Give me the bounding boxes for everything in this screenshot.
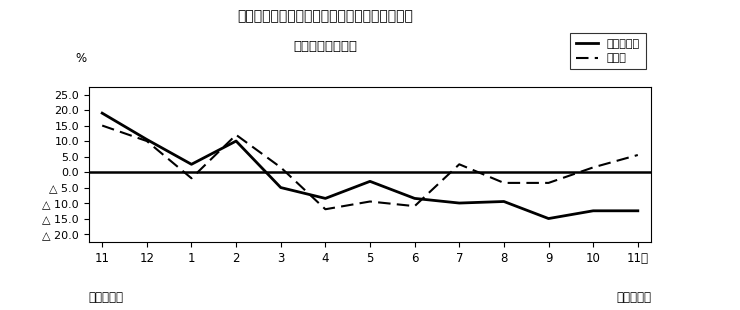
調査産業計 <box>455 201 464 205</box>
調査産業計 <box>98 111 107 115</box>
製造業 <box>232 133 240 137</box>
Text: 平成２３年: 平成２３年 <box>616 291 651 304</box>
製造業 <box>187 176 196 180</box>
製造業 <box>366 200 374 203</box>
調査産業計 <box>142 138 151 141</box>
Line: 製造業: 製造業 <box>102 126 638 209</box>
調査産業計 <box>321 197 330 200</box>
調査産業計 <box>544 217 553 220</box>
製造業 <box>276 166 285 169</box>
Text: （規横５人以上）: （規横５人以上） <box>294 40 357 53</box>
Text: 第２図　所定外労働時間　対前年同月比の推移: 第２図 所定外労働時間 対前年同月比の推移 <box>238 9 414 23</box>
調査産業計 <box>366 179 374 183</box>
製造業 <box>500 181 508 185</box>
調査産業計 <box>187 162 196 166</box>
調査産業計 <box>410 197 419 200</box>
調査産業計 <box>500 200 508 203</box>
製造業 <box>142 139 151 143</box>
製造業 <box>321 207 330 211</box>
製造業 <box>98 124 107 127</box>
調査産業計 <box>276 186 285 189</box>
製造業 <box>410 204 419 208</box>
調査産業計 <box>589 209 598 213</box>
調査産業計 <box>232 139 240 143</box>
製造業 <box>589 166 598 169</box>
Line: 調査産業計: 調査産業計 <box>102 113 638 219</box>
Text: %: % <box>75 52 86 65</box>
調査産業計 <box>633 209 642 213</box>
Text: 平成２２年: 平成２２年 <box>89 291 124 304</box>
製造業 <box>633 153 642 157</box>
Legend: 調査産業計, 製造業: 調査産業計, 製造業 <box>571 33 645 69</box>
製造業 <box>544 181 553 185</box>
製造業 <box>455 162 464 166</box>
